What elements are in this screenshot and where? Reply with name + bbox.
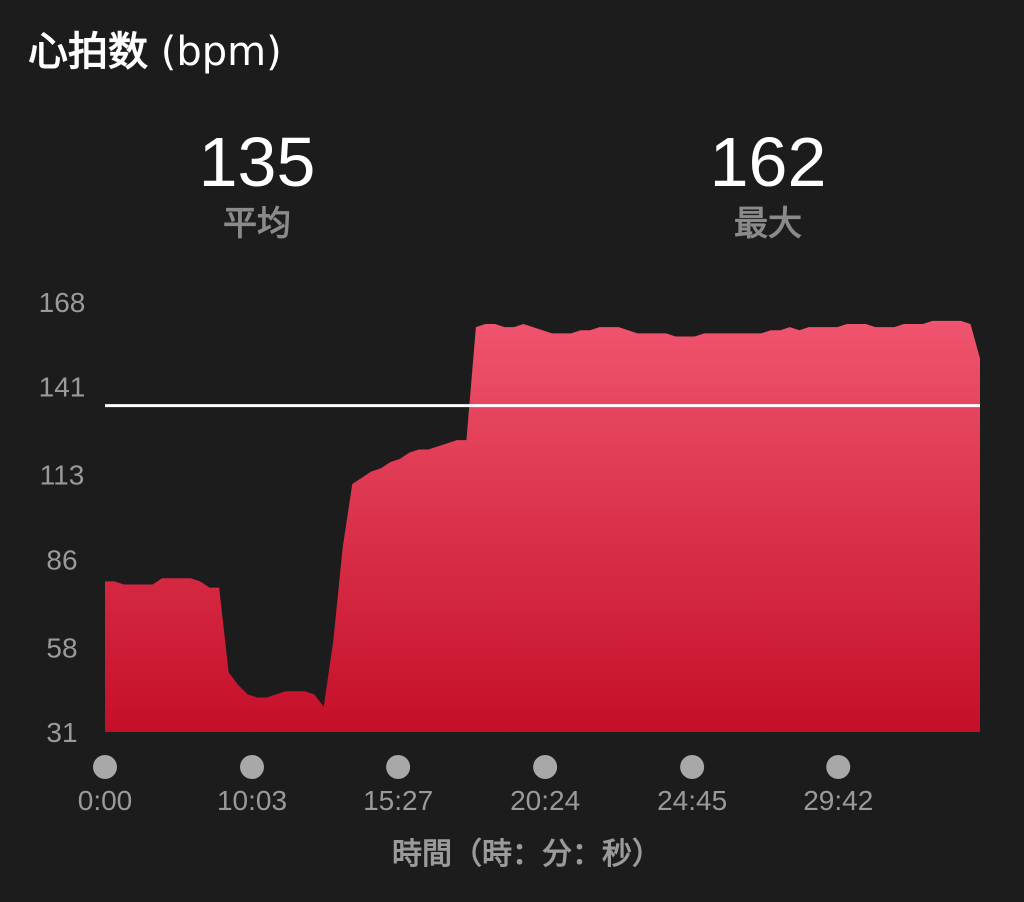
x-tick-marker <box>680 755 705 779</box>
max-heart-rate-label: 最大 <box>734 204 802 244</box>
average-heart-rate-stat: 135 平均 <box>107 124 407 246</box>
x-axis: 0:00 10:03 15:27 20:24 24:45 29:42 <box>78 755 873 816</box>
max-heart-rate-stat: 162 最大 <box>618 124 918 246</box>
x-tick-label: 24:45 <box>657 785 727 816</box>
x-tick-label: 10:03 <box>217 785 287 816</box>
y-tick-label: 113 <box>40 460 85 491</box>
heart-rate-area <box>105 320 980 732</box>
y-tick-label: 58 <box>46 632 77 663</box>
x-tick-marker <box>386 755 411 779</box>
chart-title: 心拍数 (bpm) <box>28 24 282 80</box>
y-tick-label: 141 <box>39 372 86 403</box>
x-tick-marker <box>826 755 851 779</box>
chart-title-main: 心拍数 <box>28 29 148 75</box>
x-axis-title: 時間（時：分：秒） <box>392 837 662 872</box>
x-tick-marker <box>93 755 117 779</box>
x-tick-label: 15:27 <box>363 785 433 816</box>
average-heart-rate-value: 135 <box>198 123 316 201</box>
y-tick-label: 86 <box>46 544 77 575</box>
x-tick-label: 20:24 <box>510 785 580 816</box>
x-tick-marker <box>533 755 558 779</box>
y-tick-label: 168 <box>39 287 86 318</box>
average-heart-rate-label: 平均 <box>223 204 291 244</box>
y-axis: 168 141 113 86 58 31 <box>39 287 86 748</box>
y-tick-label: 31 <box>46 717 77 748</box>
plot-area <box>105 320 980 732</box>
x-tick-label: 29:42 <box>803 785 873 816</box>
x-tick-label: 0:00 <box>78 785 133 816</box>
x-tick-marker <box>240 755 264 779</box>
chart-title-unit: (bpm) <box>160 29 282 75</box>
max-heart-rate-value: 162 <box>709 123 827 201</box>
